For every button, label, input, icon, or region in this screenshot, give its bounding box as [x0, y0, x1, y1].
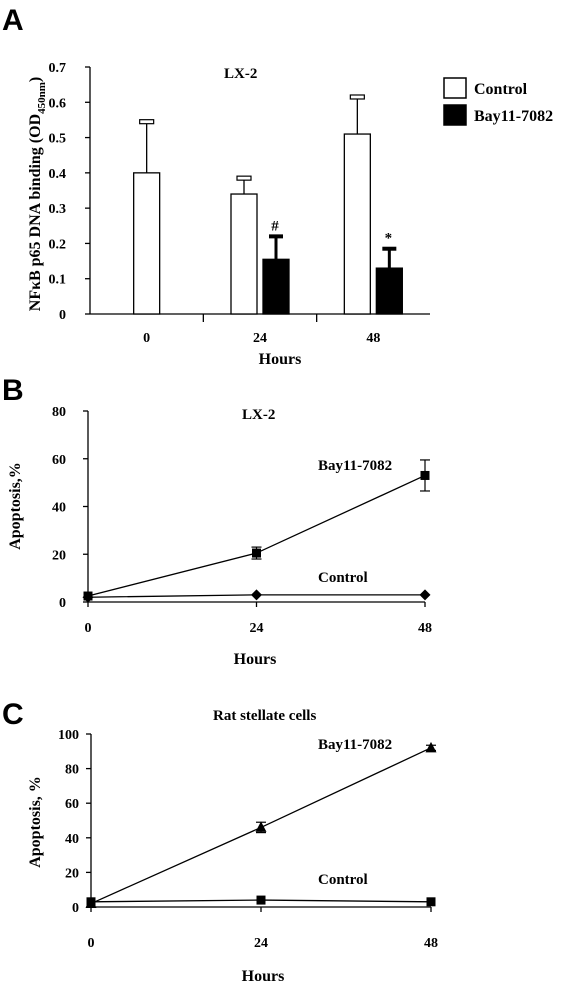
panel-b-xlabel: Hours: [234, 651, 277, 668]
panel-a-xlabel: Hours: [259, 351, 302, 368]
x-tick-label: 0: [85, 621, 92, 636]
y-tick-label: 0.2: [49, 237, 67, 252]
y-tick-label: 0: [59, 308, 66, 323]
panel-c-label-control: Control: [318, 872, 368, 888]
data-point-control: [419, 589, 431, 601]
x-tick-label: 24: [254, 936, 268, 951]
y-tick-label: 0.1: [49, 273, 67, 288]
y-tick-label: 60: [52, 453, 66, 468]
panel-b-label-control: Control: [318, 570, 368, 586]
y-tick-label: 20: [65, 866, 79, 881]
data-point-control: [256, 895, 266, 905]
panel-c-xlabel: Hours: [242, 968, 285, 985]
error-cap: [269, 234, 283, 239]
panel-c: C Rat stellate cells Apoptosis, % Hours …: [2, 698, 438, 985]
panel-a-ticks: 0 0.1 0.2 0.3 0.4 0.5 0.6 0.7 0 24 48 # *: [49, 61, 393, 346]
data-point-bay11-7082: [252, 548, 261, 558]
panel-c-ylabel: Apoptosis, %: [27, 776, 44, 868]
panel-label-c: C: [2, 698, 24, 731]
y-tick-label: 40: [52, 501, 66, 516]
y-tick-label: 0: [59, 596, 66, 611]
y-tick-label: 0.3: [49, 202, 67, 217]
panel-c-title: Rat stellate cells: [213, 708, 316, 724]
y-tick-label: 0.7: [49, 61, 67, 76]
panel-b-title: LX-2: [242, 407, 275, 423]
panel-b: B LX-2 Apoptosis,% Hours Bay11-7082 Cont…: [2, 374, 432, 668]
error-cap: [236, 175, 252, 181]
panel-label-b: B: [2, 374, 24, 407]
y-tick-label: 20: [52, 548, 66, 563]
y-tick-label: 0: [72, 901, 79, 916]
legend-label-control: Control: [474, 81, 528, 98]
legend-label-bay: Bay11-7082: [474, 108, 553, 125]
data-point-control: [251, 589, 262, 601]
x-tick-label: 48: [424, 936, 438, 951]
error-cap: [382, 246, 397, 251]
panel-a-bars: [133, 94, 403, 315]
panel-a-ylabel: NFκB p65 DNA binding (OD450nm): [27, 77, 48, 311]
bar-control: [343, 133, 371, 315]
y-tick-label: 0.4: [49, 167, 67, 182]
panel-b-label-bay: Bay11-7082: [318, 458, 392, 474]
data-point-control: [426, 897, 436, 907]
y-tick-label: 40: [65, 832, 79, 847]
x-tick-label: 0: [88, 936, 95, 951]
legend-swatch-bay: [443, 104, 467, 126]
panel-b-axes: 0 20 40 60 80 0 24 48: [52, 405, 432, 636]
data-point-bay11-7082: [425, 741, 437, 753]
panel-a: A LX-2 NFκB p65 DNA binding (OD450nm) Ho…: [2, 4, 553, 368]
data-point-control: [86, 897, 96, 907]
y-tick-label: 80: [52, 405, 66, 420]
bar-control: [133, 172, 161, 315]
data-point-bay11-7082: [420, 470, 430, 480]
data-point-bay11-7082: [255, 821, 267, 832]
panel-a-title: LX-2: [224, 66, 257, 82]
series-line-bay11-7082: [87, 474, 426, 597]
panel-b-ylabel: Apoptosis,%: [7, 462, 24, 550]
panel-label-a: A: [2, 4, 24, 37]
data-point-control: [82, 591, 94, 603]
y-tick-label: 100: [58, 728, 79, 743]
panel-c-label-bay: Bay11-7082: [318, 737, 392, 753]
error-cap: [139, 119, 155, 125]
legend-swatch-control: [443, 77, 467, 99]
panel-a-legend: Control Bay11-7082: [443, 77, 553, 126]
annotation-mark: *: [385, 231, 393, 247]
error-cap: [349, 94, 365, 100]
panel-c-axes: 0 20 40 60 80 100 0 24 48: [58, 728, 438, 951]
x-tick-label: 48: [366, 331, 380, 346]
bar-bay11-7082: [375, 267, 403, 315]
y-tick-label: 60: [65, 797, 79, 812]
bar-control: [230, 193, 258, 315]
y-tick-label: 80: [65, 763, 79, 778]
bar-bay11-7082: [262, 258, 290, 315]
annotation-mark: #: [271, 218, 279, 234]
x-tick-label: 48: [418, 621, 432, 636]
y-tick-label: 0.5: [49, 132, 67, 147]
x-tick-label: 24: [253, 331, 267, 346]
y-tick-label: 0.6: [49, 96, 67, 111]
x-tick-label: 24: [250, 621, 264, 636]
panel-b-plot: [82, 459, 431, 603]
x-tick-label: 0: [143, 331, 150, 346]
panel-c-plot: [85, 741, 437, 909]
